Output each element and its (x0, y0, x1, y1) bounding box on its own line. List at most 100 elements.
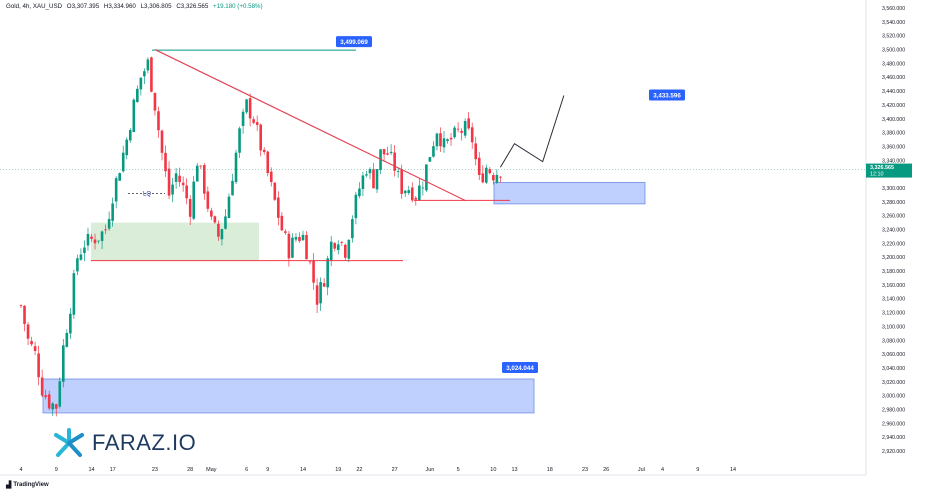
candle-body[interactable] (446, 139, 449, 142)
candle-body[interactable] (185, 185, 188, 199)
candle-body[interactable] (474, 143, 478, 160)
candle-body[interactable] (463, 121, 467, 136)
candle-body[interactable] (210, 210, 213, 217)
candle-body[interactable] (58, 381, 62, 407)
candle-body[interactable] (266, 151, 270, 174)
candle-body[interactable] (492, 175, 495, 181)
candle-body[interactable] (192, 181, 196, 219)
candle-body[interactable] (44, 395, 47, 398)
candle-body[interactable] (146, 59, 150, 71)
candle-body[interactable] (93, 239, 97, 244)
symbol-title[interactable]: Gold, 4h, XAU_USD (6, 3, 63, 10)
candle-body[interactable] (361, 175, 365, 189)
candle-body[interactable] (336, 244, 340, 250)
candle-body[interactable] (217, 223, 220, 237)
candle-body[interactable] (375, 169, 379, 190)
candle-body[interactable] (340, 241, 344, 243)
candle-body[interactable] (188, 199, 192, 217)
candle-body[interactable] (139, 77, 143, 90)
candle-body[interactable] (231, 180, 234, 196)
candle-body[interactable] (121, 152, 125, 172)
candle-body[interactable] (421, 187, 425, 189)
candle-body[interactable] (203, 164, 206, 194)
candle-body[interactable] (195, 165, 199, 182)
candle-body[interactable] (19, 305, 23, 307)
candle-body[interactable] (157, 111, 160, 131)
candle-body[interactable] (30, 340, 33, 345)
candle-body[interactable] (467, 118, 470, 129)
candle-body[interactable] (118, 173, 121, 181)
candle-body[interactable] (333, 243, 337, 249)
candle-body[interactable] (386, 153, 389, 155)
candle-body[interactable] (477, 157, 481, 176)
candle-body[interactable] (51, 403, 55, 410)
candle-body[interactable] (499, 176, 502, 178)
accumulation-zone[interactable] (91, 222, 259, 261)
candle-body[interactable] (389, 151, 393, 153)
candle-body[interactable] (54, 404, 58, 409)
candle-body[interactable] (280, 215, 284, 231)
price-axis-panel[interactable] (866, 0, 936, 492)
candle-body[interactable] (425, 164, 428, 191)
candle-body[interactable] (238, 128, 241, 153)
candle-body[interactable] (97, 240, 100, 242)
projection-path[interactable] (499, 95, 565, 168)
candle-body[interactable] (143, 71, 146, 77)
candle-body[interactable] (171, 184, 174, 195)
candle-body[interactable] (174, 173, 178, 182)
candle-body[interactable] (301, 234, 305, 241)
candle-body[interactable] (308, 261, 312, 263)
candle-body[interactable] (136, 88, 139, 102)
candle-body[interactable] (100, 231, 104, 241)
candle-body[interactable] (287, 233, 291, 259)
candle-body[interactable] (298, 236, 301, 242)
candle-body[interactable] (365, 174, 368, 176)
candle-body[interactable] (460, 130, 463, 133)
candle-body[interactable] (403, 190, 407, 194)
candle-body[interactable] (273, 182, 277, 200)
candle-body[interactable] (220, 229, 224, 240)
candle-body[interactable] (347, 239, 351, 259)
candle-body[interactable] (284, 231, 287, 233)
breakout-retest-zone[interactable] (493, 182, 646, 205)
candle-body[interactable] (400, 169, 403, 194)
candle-body[interactable] (322, 283, 326, 287)
candle-body[interactable] (111, 203, 114, 221)
candle-body[interactable] (33, 346, 37, 351)
candle-body[interactable] (83, 247, 86, 254)
candle-body[interactable] (393, 152, 396, 171)
candle-body[interactable] (329, 241, 333, 261)
candle-body[interactable] (181, 182, 185, 186)
candle-body[interactable] (241, 111, 245, 126)
candle-body[interactable] (23, 305, 26, 324)
candle-body[interactable] (291, 237, 294, 258)
candle-body[interactable] (449, 137, 453, 140)
candle-body[interactable] (259, 124, 262, 151)
candle-body[interactable] (488, 169, 492, 174)
candle-body[interactable] (470, 127, 474, 143)
candle-body[interactable] (62, 345, 65, 382)
candle-body[interactable] (315, 285, 319, 305)
candle-body[interactable] (418, 185, 421, 201)
candle-body[interactable] (294, 237, 298, 240)
candle-body[interactable] (90, 236, 93, 239)
candle-body[interactable] (269, 171, 273, 183)
candle-body[interactable] (439, 133, 442, 147)
candle-body[interactable] (432, 146, 435, 157)
candle-body[interactable] (372, 169, 375, 189)
candle-body[interactable] (26, 324, 30, 339)
candle-body[interactable] (358, 188, 361, 197)
candle-body[interactable] (65, 332, 69, 347)
candle-body[interactable] (160, 130, 164, 153)
candle-body[interactable] (344, 244, 347, 258)
candle-body[interactable] (410, 187, 414, 201)
candle-body[interactable] (37, 353, 40, 378)
candle-body[interactable] (125, 139, 129, 156)
candle-body[interactable] (164, 152, 167, 172)
candle-body[interactable] (252, 119, 255, 123)
candle-body[interactable] (79, 254, 83, 260)
candle-body[interactable] (132, 99, 136, 133)
current-price-badge[interactable] (866, 163, 912, 178)
